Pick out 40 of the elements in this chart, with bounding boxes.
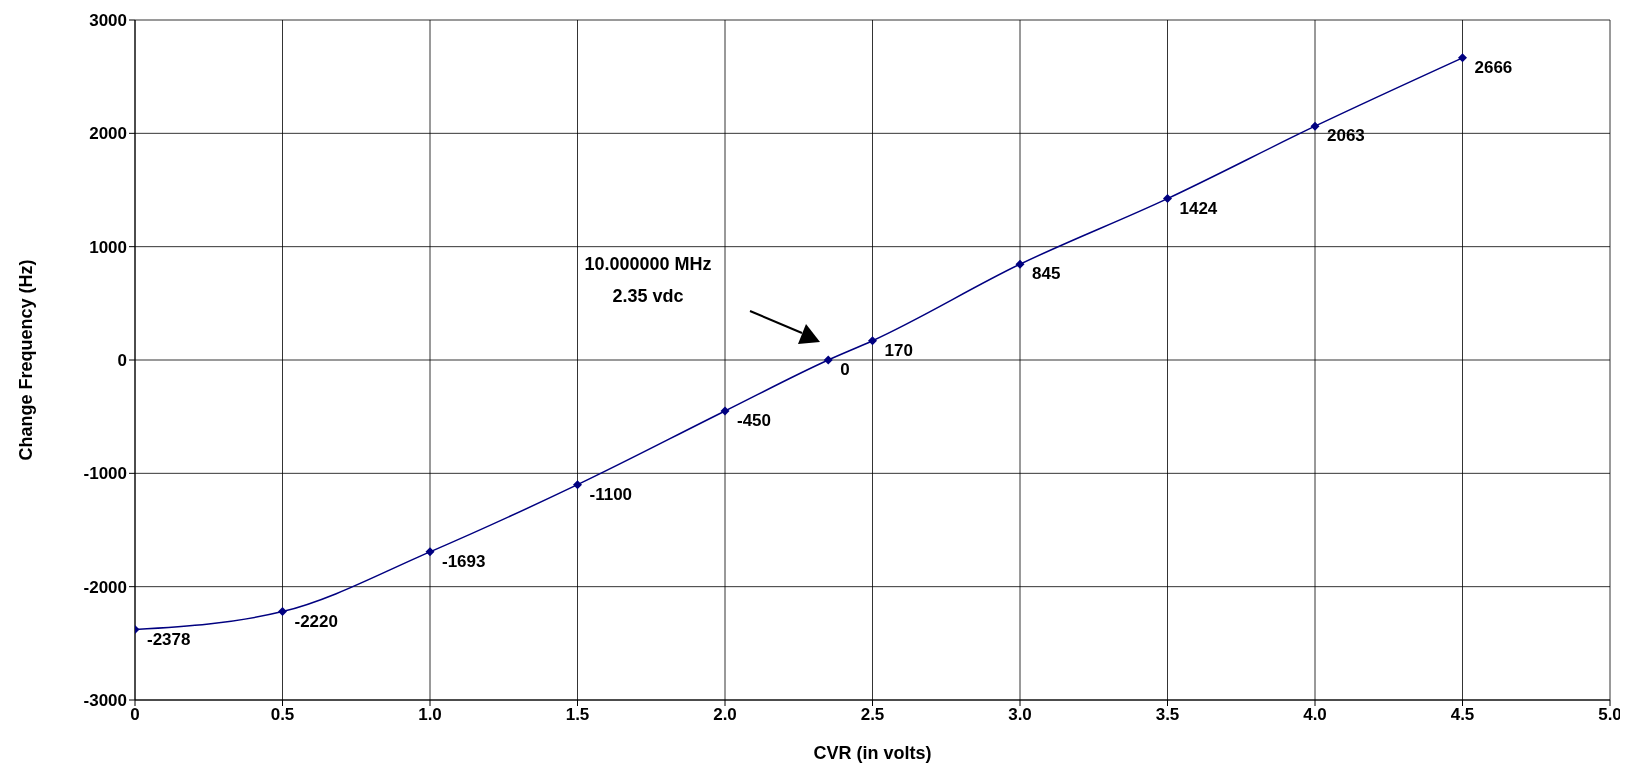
- data-label: -450: [737, 411, 772, 430]
- x-tick-label: 2.0: [713, 705, 737, 725]
- x-tick-label: 3.5: [1155, 705, 1180, 725]
- x-axis-title: CVR (in volts): [813, 743, 932, 763]
- x-tick-label: 2.5: [860, 705, 885, 725]
- y-tick-label: -1000: [83, 464, 127, 484]
- y-axis-title: Change Frequency (Hz): [16, 259, 37, 461]
- point: [823, 355, 833, 365]
- x-tick-label: 1.5: [565, 705, 590, 725]
- x-tick-label: 0: [130, 705, 140, 725]
- annotation: 10.000000 MHz 2.35 vdc: [584, 254, 712, 306]
- data-label: -2378: [147, 629, 191, 649]
- data-label: 170: [884, 340, 913, 360]
- x-tick-label: 0.5: [270, 705, 295, 725]
- data-label: -1693: [442, 551, 486, 571]
- point: [1458, 53, 1467, 63]
- y-tick-label: 3000: [89, 11, 127, 31]
- data-label: 2666: [1474, 57, 1513, 77]
- y-tick-label: -3000: [83, 691, 127, 711]
- point: [1015, 259, 1025, 269]
- data-label: 845: [1032, 264, 1061, 284]
- point: [720, 406, 730, 416]
- x-tick-label: 4.0: [1303, 705, 1327, 725]
- point: [573, 480, 582, 490]
- point: [1163, 194, 1172, 204]
- point: [425, 547, 435, 557]
- y-tick-label: 2000: [89, 124, 127, 144]
- data-label: 1424: [1179, 198, 1218, 218]
- y-tick-label: 0: [117, 351, 127, 371]
- y-tick-label: -2000: [83, 577, 127, 597]
- data-label: -2220: [294, 611, 338, 631]
- point: [868, 336, 877, 346]
- x-tick-label: 3.0: [1008, 705, 1032, 725]
- point: [278, 607, 287, 617]
- data-label: 0: [840, 360, 850, 379]
- x-tick-label: 1.0: [418, 705, 442, 725]
- data-label: -1100: [589, 484, 633, 504]
- point: [1310, 121, 1320, 131]
- y-tick-label: 1000: [89, 237, 127, 257]
- x-tick-label: 4.5: [1450, 705, 1475, 725]
